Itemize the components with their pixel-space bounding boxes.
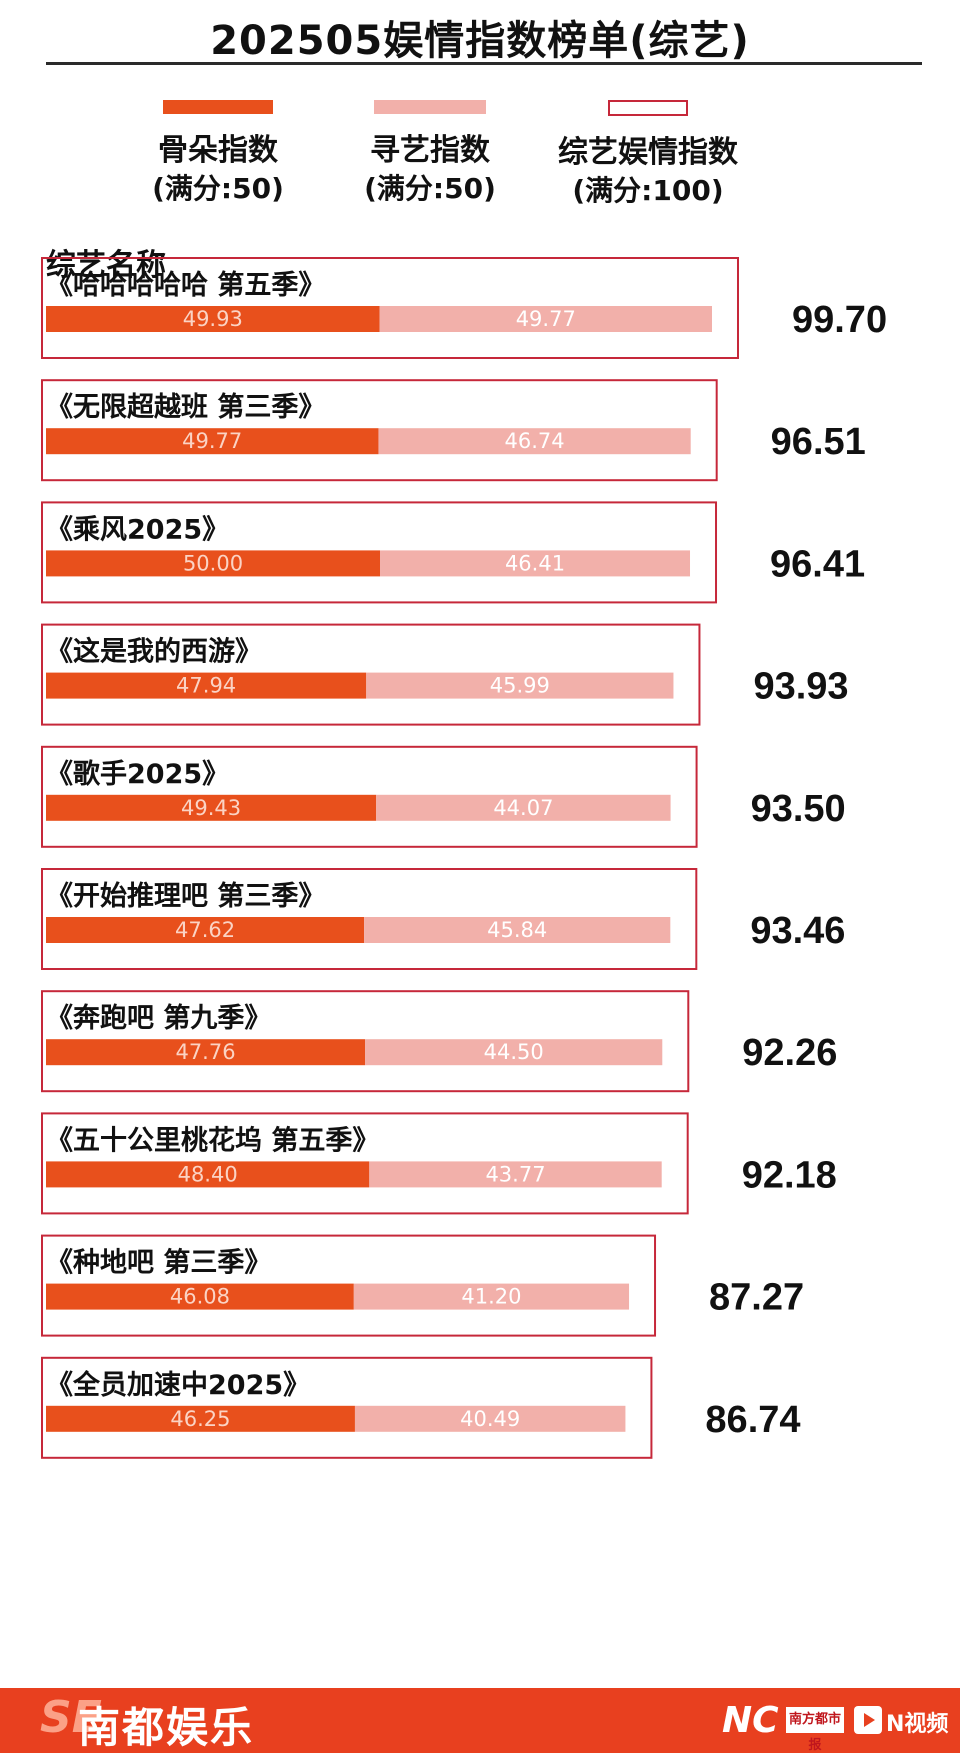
data-label-xunyi: 44.07 [493, 796, 553, 820]
total-score-label: 87.27 [709, 1277, 804, 1319]
bar-gudo [46, 794, 377, 821]
total-score-label: 92.26 [742, 1032, 837, 1074]
bar-gudo [46, 672, 367, 699]
total-score-label: 96.41 [770, 543, 865, 585]
brand-mark: SE [40, 1692, 102, 1743]
legend-swatch-xunyi [374, 100, 486, 114]
data-label-gudo: 46.25 [170, 1407, 230, 1431]
total-score-label: 93.93 [753, 666, 848, 708]
category-label: 《五十公里桃花坞 第五季》 [46, 1124, 379, 1156]
bar-gudo [46, 1283, 354, 1310]
bar-gudo [46, 428, 379, 455]
legend-swatch-total [608, 100, 688, 116]
category-label: 《歌手2025》 [46, 759, 229, 790]
data-label-xunyi: 46.41 [505, 551, 565, 575]
row-outline [41, 1356, 653, 1459]
total-score-label: 93.46 [750, 910, 845, 952]
legend-swatch-gudo [163, 100, 273, 114]
data-label-xunyi: 46.74 [505, 429, 565, 453]
legend-item-total: 综艺娱情指数 (满分:100) [528, 100, 768, 210]
data-label-gudo: 47.76 [175, 1040, 235, 1064]
data-label-xunyi: 43.77 [485, 1162, 545, 1186]
bar-gudo [46, 1405, 355, 1432]
bar-gudo [46, 1161, 370, 1188]
row-outline [41, 990, 690, 1093]
data-label-xunyi: 45.84 [487, 918, 547, 942]
data-label-xunyi: 49.77 [516, 307, 576, 331]
legend-item-gudo: 骨朵指数 (满分:50) [118, 100, 318, 208]
bar-gudo [46, 1039, 366, 1066]
category-label: 《全员加速中2025》 [46, 1369, 310, 1401]
data-label-gudo: 47.94 [176, 674, 236, 698]
total-score-label: 99.70 [792, 299, 887, 341]
total-score-label: 86.74 [705, 1399, 800, 1441]
video-logo-text: N视频 [886, 1712, 949, 1737]
category-label: 《奔跑吧 第九季》 [46, 1002, 271, 1034]
legend-sub-total: (满分:100) [572, 174, 724, 207]
brand-name: 南都娱乐 [78, 1703, 255, 1752]
bar-xunyi [379, 306, 712, 332]
row-outline [41, 868, 698, 970]
data-label-xunyi: 44.50 [484, 1040, 544, 1064]
category-label: 《种地吧 第三季》 [46, 1247, 271, 1279]
play-icon [854, 1706, 882, 1734]
data-label-gudo: 47.62 [175, 918, 235, 942]
data-label-gudo: 50.00 [183, 551, 243, 575]
row-outline [41, 745, 698, 848]
row-outline [41, 1112, 689, 1215]
data-label-xunyi: 41.20 [461, 1285, 521, 1309]
total-score-label: 93.50 [751, 788, 846, 830]
row-outline [41, 379, 718, 482]
legend-sub-gudo: (满分:50) [152, 172, 284, 205]
row-outline [41, 501, 718, 604]
bar-xunyi [365, 1039, 663, 1066]
data-label-gudo: 46.08 [170, 1285, 230, 1309]
total-score-label: 92.18 [742, 1154, 837, 1196]
data-label-xunyi: 40.49 [460, 1407, 520, 1431]
bar-gudo [46, 550, 380, 577]
data-label-gudo: 49.77 [182, 429, 242, 453]
row-outline [41, 1234, 657, 1337]
bar-xunyi [380, 550, 691, 577]
bar-xunyi [366, 672, 674, 699]
legend-label-total: 综艺娱情指数 [558, 135, 738, 170]
bar-gudo [46, 306, 380, 332]
row-outline [41, 623, 701, 726]
data-label-xunyi: 45.99 [490, 674, 550, 698]
nc-logo: NC [722, 1700, 779, 1741]
title-divider [46, 62, 922, 65]
bar-xunyi [369, 1161, 662, 1188]
data-label-gudo: 48.40 [178, 1162, 238, 1186]
chart-title: 202505娱情指数榜单(综艺) [210, 18, 750, 64]
bar-xunyi [353, 1283, 630, 1310]
legend-sub-xunyi: (满分:50) [364, 172, 496, 205]
bar-xunyi [376, 794, 671, 821]
category-label: 《无限超越班 第三季》 [46, 391, 325, 423]
bar-gudo [46, 917, 365, 943]
total-score-label: 96.51 [771, 421, 866, 463]
legend-label-gudo: 骨朵指数 [158, 133, 278, 168]
legend-label-xunyi: 寻艺指数 [370, 133, 490, 168]
data-label-gudo: 49.93 [183, 307, 243, 331]
bar-xunyi [378, 428, 691, 455]
bar-xunyi [354, 1405, 626, 1432]
category-label: 《开始推理吧 第三季》 [46, 880, 325, 912]
row-outline [41, 257, 739, 359]
category-label: 《这是我的西游》 [46, 636, 262, 668]
newspaper-logo: 南方都市报 [786, 1707, 844, 1753]
category-label: 《哈哈哈哈哈 第五季》 [46, 269, 325, 301]
legend-item-xunyi: 寻艺指数 (满分:50) [330, 100, 530, 208]
data-label-gudo: 49.43 [181, 796, 241, 820]
category-label: 《乘风2025》 [46, 514, 229, 545]
bar-xunyi [364, 917, 671, 943]
category-axis-label: 综艺名称 [46, 248, 166, 283]
